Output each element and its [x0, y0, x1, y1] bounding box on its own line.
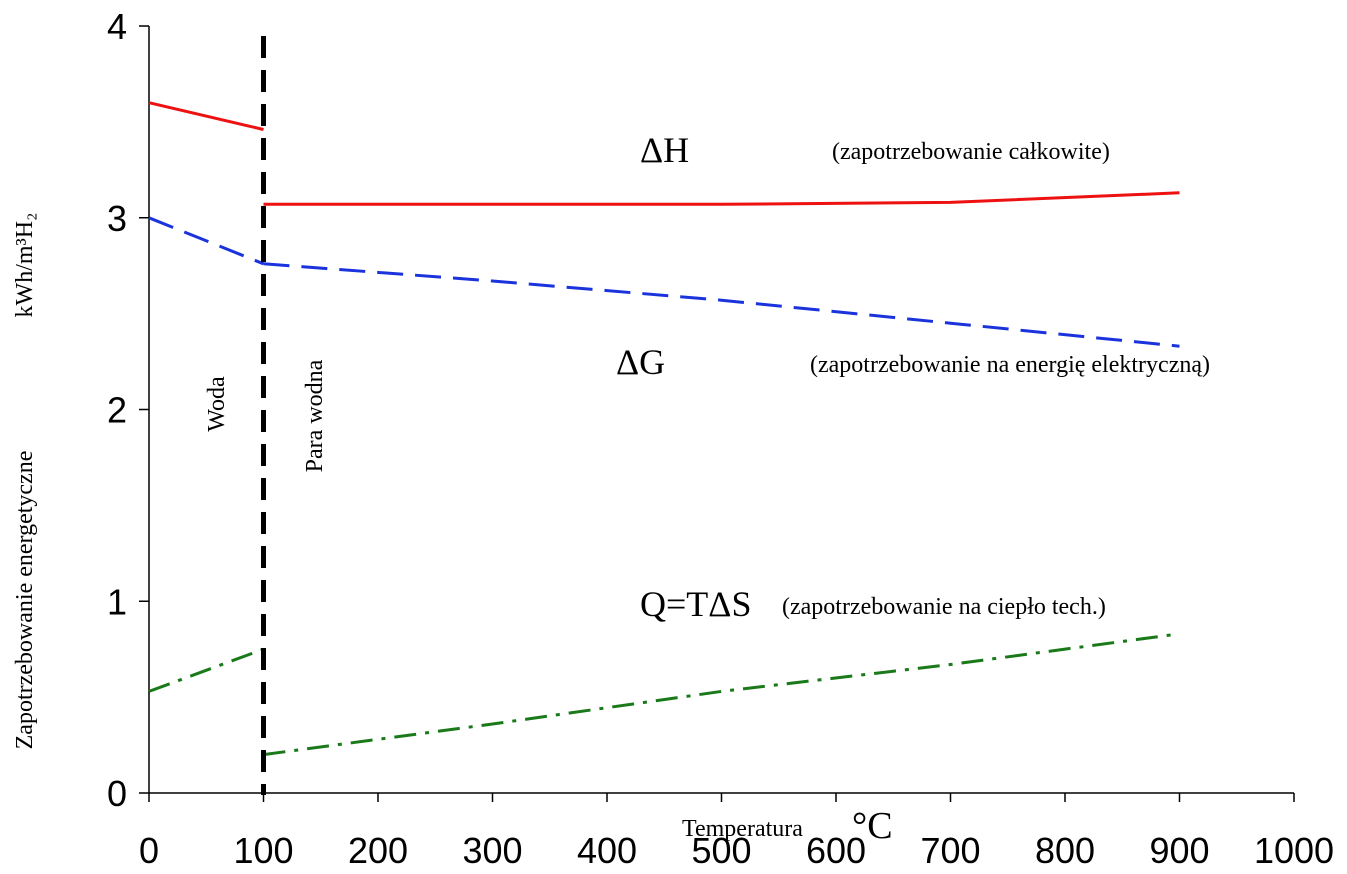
series-line-1-segment-1	[263, 262, 1180, 348]
x-ticks: 0 100 200 300 400 500 600 700 800 900 1000	[139, 793, 1334, 871]
series-line-1-segment-0	[148, 216, 265, 266]
phase-label-water: Woda	[204, 376, 230, 432]
series-line-2-segment-0	[148, 647, 265, 693]
x-tick-label: 300	[462, 830, 522, 871]
y-tick-label: 4	[107, 6, 127, 47]
phase-label-steam: Para wodna	[302, 359, 328, 472]
x-tick-label: 0	[139, 830, 159, 871]
y-tick-label: 3	[107, 198, 127, 239]
y-axis-unit: kWh/m³H₂	[12, 213, 38, 318]
series-desc-dh: (zapotrzebowanie całkowite)	[832, 139, 1110, 165]
series-name-dg: ΔG	[616, 342, 665, 382]
y-tick-label: 0	[107, 773, 127, 814]
y-tick-label: 1	[107, 581, 127, 622]
x-axis-unit: °C	[852, 805, 893, 847]
series-layer	[148, 101, 1180, 757]
x-tick-label: 200	[348, 830, 408, 871]
x-tick-label: 100	[233, 830, 293, 871]
x-tick-label: 600	[806, 830, 866, 871]
x-tick-label: 1000	[1254, 830, 1334, 871]
y-tick-label: 2	[107, 390, 127, 431]
x-tick-label: 900	[1149, 830, 1209, 871]
series-desc-dg: (zapotrzebowanie na energię elektryczną)	[810, 352, 1210, 378]
x-tick-label: 500	[691, 830, 751, 871]
x-tick-label: 400	[577, 830, 637, 871]
series-name-dh: ΔH	[640, 130, 689, 170]
series-line-2-segment-1	[263, 632, 1180, 757]
x-axis-label: Temperatura	[682, 816, 803, 842]
series-name-q: Q=TΔS	[640, 584, 751, 624]
y-ticks: 0 1 2 3 4	[107, 6, 149, 814]
x-tick-label: 700	[920, 830, 980, 871]
y-axis-label: Zapotrzebowanie energetyczne	[12, 451, 38, 750]
series-desc-q: (zapotrzebowanie na ciepło tech.)	[782, 594, 1106, 620]
series-line-0-segment-1	[263, 191, 1180, 206]
series-line-0-segment-0	[148, 101, 264, 131]
x-tick-label: 800	[1035, 830, 1095, 871]
